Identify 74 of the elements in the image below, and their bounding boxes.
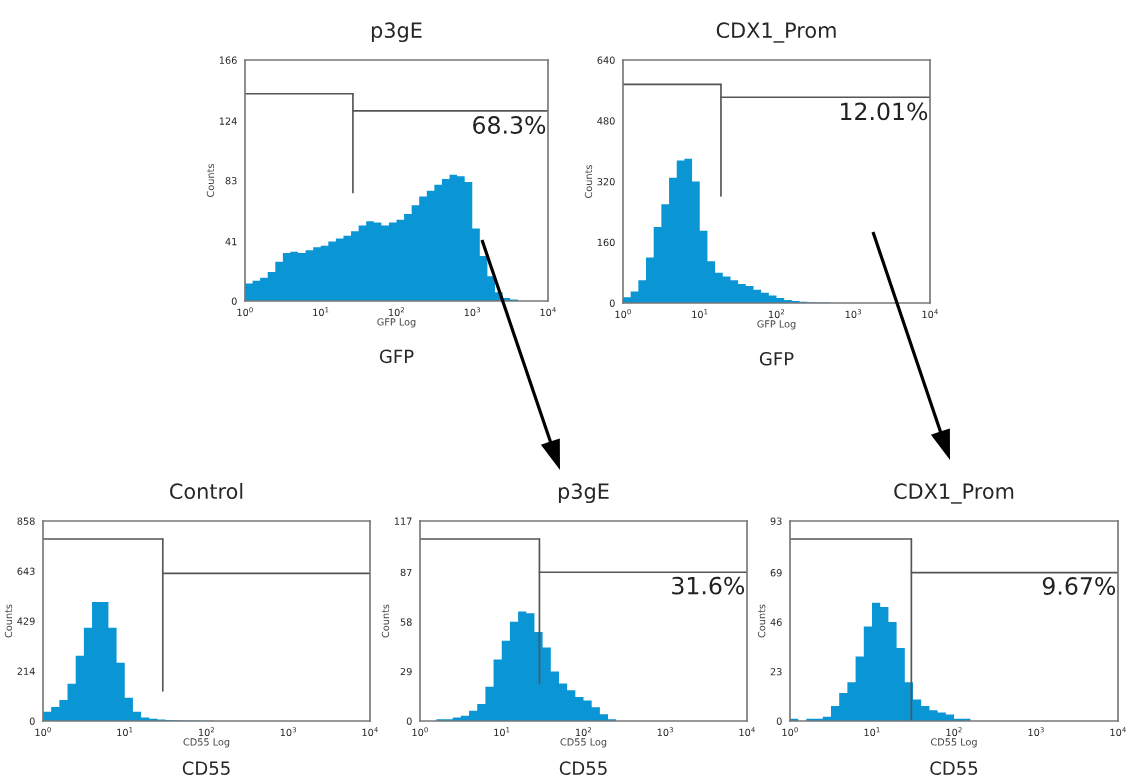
x-tick-label: 10$^{1}$ (313, 307, 329, 317)
x-tick-label: 10$^{2}$ (946, 727, 962, 737)
y-tick-label: 93 (770, 517, 782, 525)
chart-title: CDX1_Prom (716, 22, 836, 43)
x-tick-label: 10$^{4}$ (540, 307, 556, 317)
y-tick-label: 0 (406, 717, 412, 725)
x-tick-label: 10$^{0}$ (412, 727, 428, 737)
y-tick-label: 214 (17, 667, 35, 675)
x-tick-label: 10$^{3}$ (464, 307, 480, 317)
y-tick-label: 160 (597, 238, 615, 247)
x-tick-label: 10$^{2}$ (199, 727, 215, 737)
y-tick-label: 124 (219, 117, 237, 125)
x-tick-label: 10$^{1}$ (494, 727, 510, 737)
x-tick-label: 10$^{1}$ (117, 727, 133, 737)
y-tick-label: 320 (597, 177, 615, 186)
x-tick-label: 10$^{2}$ (576, 727, 592, 737)
y-tick-label: 58 (400, 618, 412, 626)
y-tick-label: 643 (17, 567, 35, 575)
y-tick-label: 0 (231, 297, 237, 305)
y-tick-label: 83 (225, 176, 237, 185)
y-tick-label: 41 (225, 238, 237, 246)
x-tick-label: 10$^{4}$ (922, 309, 938, 319)
y-tick-label: 46 (770, 618, 782, 626)
y-tick-label: 0 (776, 717, 782, 725)
chart-title: p3gE (558, 483, 609, 504)
text: CD55 (559, 761, 607, 775)
y-tick-label: 0 (609, 299, 615, 307)
x-axis-title: CD55 Log (560, 738, 607, 748)
x-axis-title: CD55 Log (183, 738, 230, 748)
x-axis-title: CD55 Log (930, 738, 977, 748)
x-tick-label: 10$^{4}$ (1110, 727, 1126, 737)
x-tick-label: 10$^{0}$ (782, 727, 798, 737)
chart-title: CDX1_Prom (894, 483, 1014, 504)
text: CD55 (182, 761, 230, 775)
x-tick-label: 10$^{1}$ (692, 309, 708, 319)
x-tick-label: 10$^{3}$ (657, 727, 673, 737)
text: GFP (379, 349, 414, 364)
annotation: 31.6% (672, 576, 745, 595)
x-tick-label: 10$^{0}$ (237, 307, 253, 317)
x-tick-label: 10$^{3}$ (280, 727, 296, 737)
text: CD55 (930, 761, 978, 775)
y-axis-title: Counts (381, 604, 390, 638)
annotation: 12.01% (841, 102, 928, 121)
x-tick-label: 10$^{2}$ (389, 307, 405, 317)
x-tick-label: 10$^{3}$ (845, 309, 861, 319)
y-tick-label: 480 (597, 117, 615, 125)
y-tick-label: 858 (17, 517, 35, 525)
y-tick-label: 117 (394, 517, 412, 525)
x-tick-label: 10$^{3}$ (1028, 727, 1044, 737)
annotation: 68.3% (473, 116, 546, 134)
text: GFP (759, 351, 794, 366)
x-axis-title: GFP Log (757, 320, 796, 330)
x-tick-label: 10$^{4}$ (362, 727, 378, 737)
y-axis-title: Counts (4, 604, 13, 638)
y-tick-label: 166 (219, 56, 237, 64)
x-tick-label: 10$^{2}$ (769, 309, 785, 319)
y-tick-label: 87 (400, 568, 412, 577)
x-tick-label: 10$^{0}$ (615, 309, 631, 319)
y-axis-title: Counts (584, 165, 593, 198)
y-tick-label: 29 (400, 667, 412, 676)
y-tick-label: 69 (770, 569, 782, 577)
chart-title: p3gE (371, 22, 422, 43)
y-tick-label: 0 (29, 717, 35, 725)
y-tick-label: 640 (597, 56, 615, 64)
x-tick-label: 10$^{0}$ (35, 727, 51, 737)
y-axis-title: Counts (206, 164, 215, 197)
x-axis-title: GFP Log (377, 318, 416, 328)
x-tick-label: 10$^{1}$ (864, 727, 880, 737)
y-axis-title: Counts (757, 604, 766, 638)
x-tick-label: 10$^{4}$ (739, 727, 755, 737)
y-tick-label: 23 (770, 668, 782, 676)
chart-title: Control (170, 482, 243, 500)
annotation: 9.67% (1042, 577, 1116, 595)
y-tick-label: 429 (17, 617, 35, 625)
